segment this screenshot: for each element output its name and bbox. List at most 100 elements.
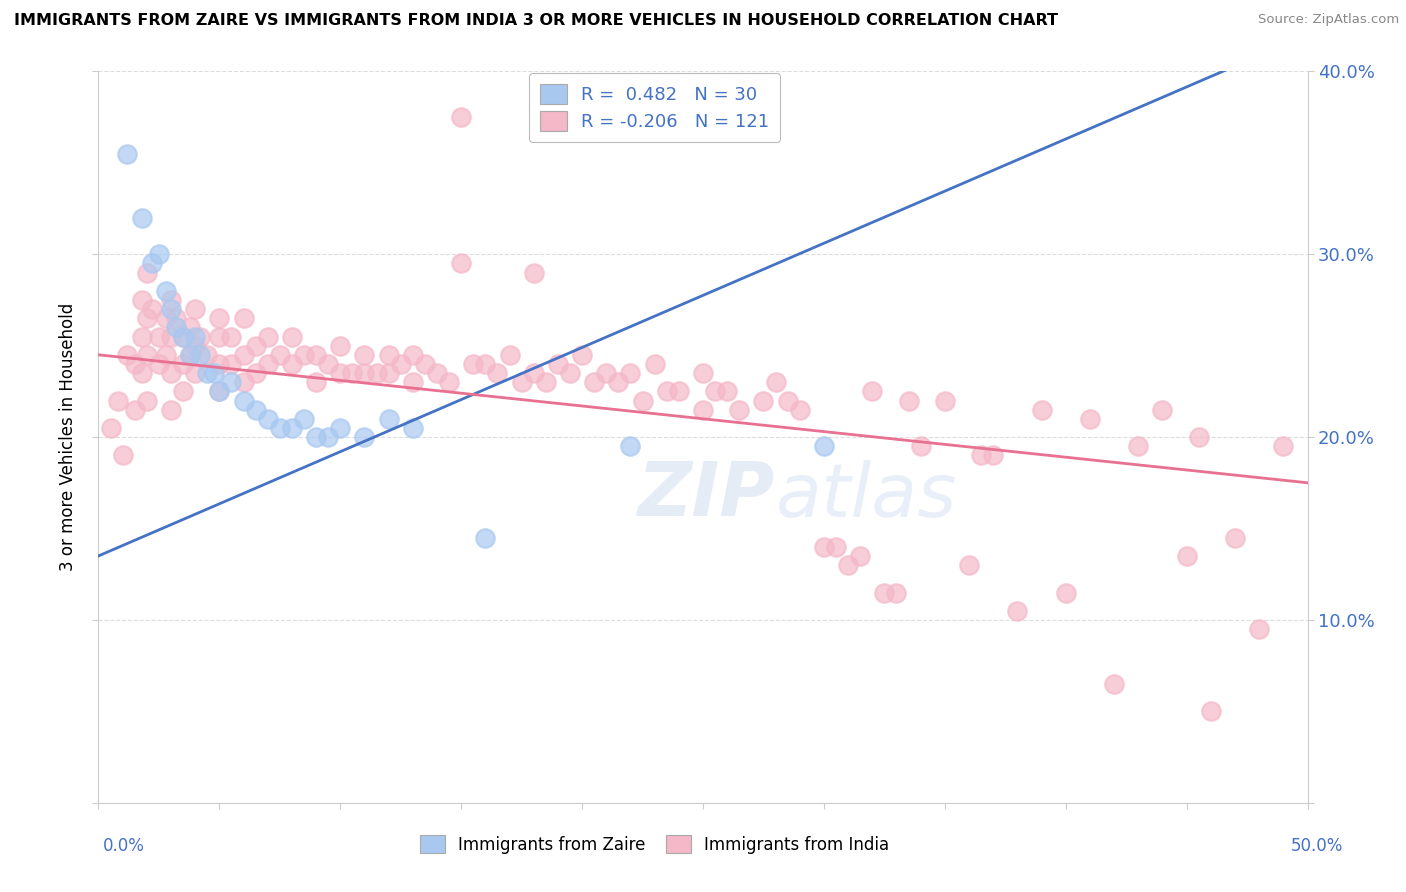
Point [195, 348, 218, 362]
Point [523, 266, 546, 280]
Point [188, 329, 211, 343]
Point [204, 366, 226, 380]
Point [825, 540, 848, 554]
Point [631, 393, 654, 408]
Legend: Immigrants from Zaire, Immigrants from India: Immigrants from Zaire, Immigrants from I… [411, 825, 900, 864]
Point [316, 430, 339, 444]
Point [221, 329, 243, 343]
Point [644, 357, 666, 371]
Point [813, 439, 835, 453]
Point [148, 247, 170, 261]
Point [172, 329, 194, 343]
Point [281, 329, 304, 343]
Point [135, 266, 157, 280]
Point [135, 393, 157, 408]
Point [131, 211, 153, 225]
Point [208, 384, 231, 399]
Point [329, 366, 352, 380]
Point [117, 146, 139, 161]
Point [135, 348, 157, 362]
Point [366, 366, 388, 380]
Point [184, 338, 207, 352]
Point [155, 348, 177, 362]
Point [172, 357, 194, 371]
Point [353, 366, 375, 380]
Point [558, 366, 581, 380]
Point [305, 348, 328, 362]
Point [155, 284, 177, 298]
Point [316, 357, 339, 371]
Point [135, 311, 157, 326]
Point [389, 357, 412, 371]
Point [474, 531, 496, 545]
Point [595, 366, 617, 380]
Point [195, 366, 218, 380]
Point [232, 393, 254, 408]
Point [232, 348, 254, 362]
Point [353, 430, 375, 444]
Point [269, 348, 291, 362]
Point [776, 393, 799, 408]
Point [160, 301, 183, 317]
Point [377, 348, 399, 362]
Text: ZIP: ZIP [638, 459, 776, 533]
Point [716, 384, 738, 399]
Text: IMMIGRANTS FROM ZAIRE VS IMMIGRANTS FROM INDIA 3 OR MORE VEHICLES IN HOUSEHOLD C: IMMIGRANTS FROM ZAIRE VS IMMIGRANTS FROM… [14, 13, 1059, 29]
Point [1054, 585, 1077, 599]
Point [474, 357, 496, 371]
Point [692, 402, 714, 417]
Point [160, 366, 183, 380]
Point [131, 329, 153, 343]
Point [1223, 531, 1246, 545]
Point [377, 412, 399, 426]
Point [184, 301, 207, 317]
Point [179, 348, 201, 362]
Point [837, 558, 859, 573]
Point [131, 293, 153, 307]
Point [245, 338, 267, 352]
Point [1102, 677, 1125, 691]
Point [208, 384, 231, 399]
Point [208, 329, 231, 343]
Point [486, 366, 509, 380]
Point [124, 357, 146, 371]
Point [329, 421, 352, 435]
Point [1175, 549, 1198, 563]
Point [1188, 430, 1211, 444]
Point [934, 393, 956, 408]
Point [208, 311, 231, 326]
Point [402, 348, 425, 362]
Point [813, 540, 835, 554]
Text: 0.0%: 0.0% [103, 837, 145, 855]
Point [111, 448, 134, 462]
Text: atlas: atlas [776, 459, 957, 532]
Point [860, 384, 883, 399]
Point [957, 558, 980, 573]
Point [523, 366, 546, 380]
Point [547, 357, 569, 371]
Point [571, 348, 593, 362]
Point [292, 348, 315, 362]
Point [607, 375, 630, 389]
Point [141, 301, 163, 317]
Point [402, 421, 425, 435]
Point [437, 375, 460, 389]
Point [1152, 402, 1174, 417]
Point [160, 329, 183, 343]
Point [305, 430, 328, 444]
Point [329, 338, 352, 352]
Point [160, 293, 183, 307]
Point [583, 375, 606, 389]
Point [619, 439, 641, 453]
Point [970, 448, 993, 462]
Point [124, 402, 146, 417]
Point [534, 375, 557, 389]
Point [463, 357, 485, 371]
Point [141, 256, 163, 270]
Point [184, 329, 207, 343]
Point [281, 421, 304, 435]
Point [148, 357, 170, 371]
Point [172, 329, 194, 343]
Point [1272, 439, 1295, 453]
Point [221, 357, 243, 371]
